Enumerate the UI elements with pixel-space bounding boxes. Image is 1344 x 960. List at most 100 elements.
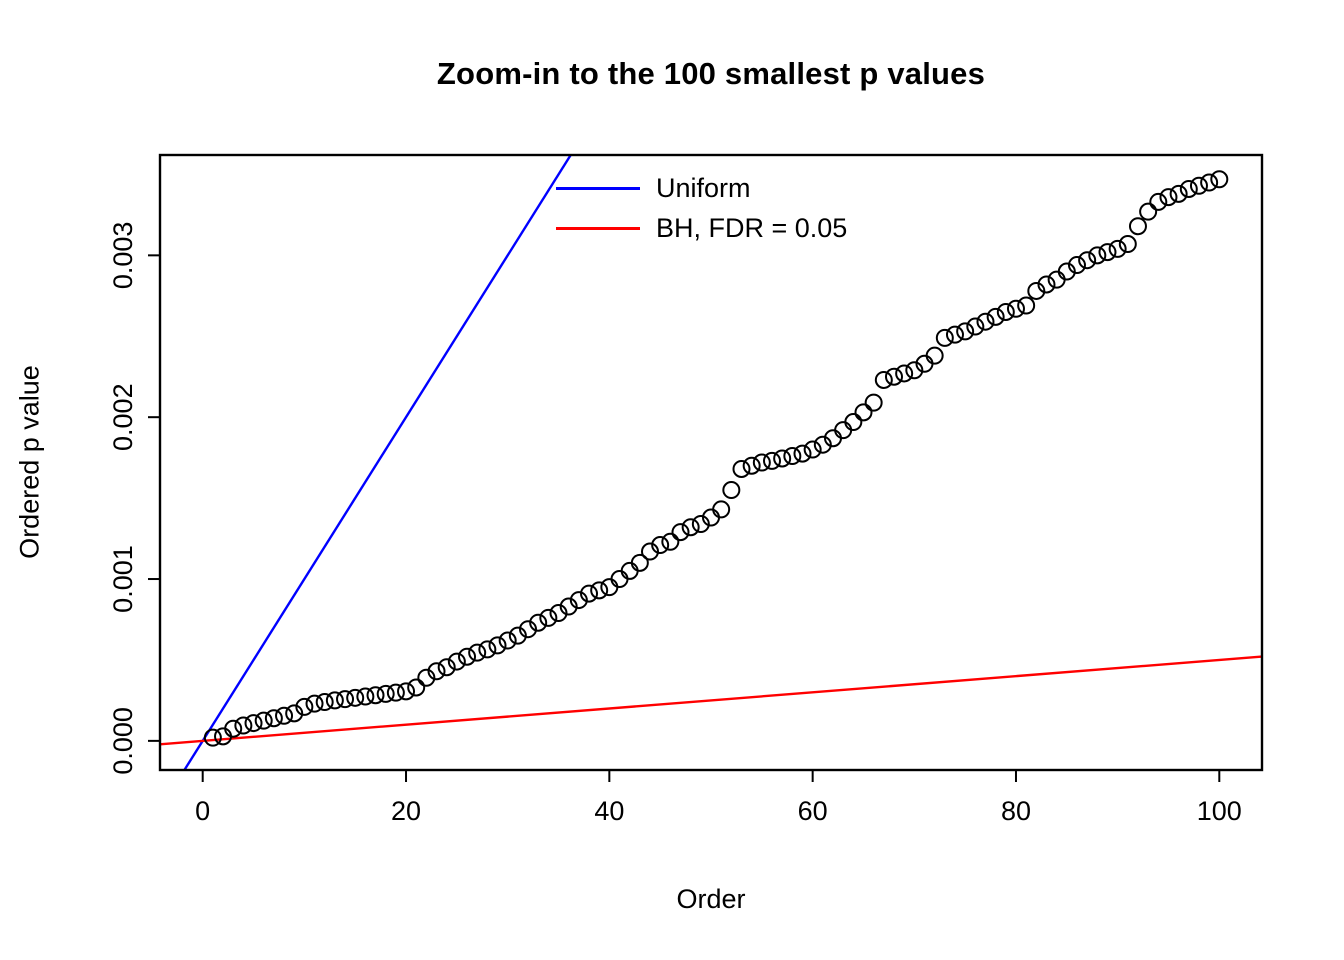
data-point [945,325,964,344]
data-point [356,687,375,706]
data-point [1078,251,1097,270]
data-point [376,684,395,703]
data-point [224,719,243,738]
data-point [1057,262,1076,281]
data-point [1037,275,1056,294]
data-point [844,413,863,432]
legend-line-bh [556,226,640,230]
data-point [488,636,507,655]
data-point [559,597,578,616]
data-point [203,728,222,747]
data-point [651,536,670,555]
data-point [793,444,812,463]
data-point [580,584,599,603]
data-point [630,553,649,572]
data-point [884,367,903,386]
y-tick-label: 0.003 [108,222,138,290]
data-point [417,668,436,687]
x-tick-label: 80 [1001,796,1031,826]
data-point [1088,246,1107,265]
data-point [681,518,700,537]
data-point [874,370,893,389]
data-point [691,515,710,533]
data-point [895,364,914,383]
data-point [620,561,639,580]
data-point [752,453,771,472]
data-point [498,631,517,650]
data-point [519,620,538,639]
legend-line-uniform [556,186,640,190]
data-point [244,714,263,733]
data-point [1200,173,1219,192]
data-point [773,449,792,468]
legend-entry-uniform: Uniform [556,168,847,208]
data-point [905,361,924,380]
legend-label-bh: BH, FDR = 0.05 [656,212,848,243]
data-point [336,690,355,709]
data-point [1169,184,1188,203]
data-point [935,328,954,347]
data-point [1118,235,1137,254]
data-point [976,312,995,331]
legend: Uniform BH, FDR = 0.05 [556,168,847,248]
data-point [1098,243,1117,262]
x-tick-label: 100 [1197,796,1242,826]
data-point [803,440,822,459]
data-point [458,647,477,666]
data-point [264,709,283,728]
data-point [234,716,253,735]
y-tick-label: 0.000 [108,707,138,775]
data-point [1189,176,1208,195]
data-point [1128,217,1147,236]
data-point [1179,179,1198,198]
data-point [295,697,314,716]
data-point [996,302,1015,321]
data-point [925,346,944,365]
data-point [600,578,619,597]
data-point [529,613,548,632]
x-tick-label: 0 [195,796,210,826]
data-point [539,608,558,627]
data-point [1017,296,1036,315]
data-point [1006,299,1025,318]
data-point [1149,192,1168,211]
data-point [722,481,741,500]
data-point [864,393,883,412]
legend-entry-bh: BH, FDR = 0.05 [556,208,847,248]
data-point [610,570,629,589]
data-point [641,542,660,561]
reference-line-bh [159,655,1263,746]
data-point [508,626,527,645]
data-point [346,688,365,707]
data-point [956,322,975,341]
data-point [590,581,609,600]
data-point [813,435,832,454]
data-point [1159,188,1178,207]
x-tick-label: 40 [594,796,624,826]
data-point [254,711,273,730]
data-point [1210,170,1229,189]
data-point [407,678,426,697]
y-tick-label: 0.001 [108,545,138,613]
data-point [427,662,446,681]
y-axis-label: Ordered p value [14,365,45,559]
data-point [742,456,761,475]
data-point [1027,281,1046,300]
x-tick-label: 60 [798,796,828,826]
data-point [1139,202,1158,221]
data-point [661,532,680,551]
data-point [1108,239,1127,258]
data-point [712,500,731,519]
data-point [275,706,294,725]
data-point [671,523,690,542]
data-point [834,421,853,440]
y-tick-label: 0.002 [108,383,138,451]
data-point [783,447,802,466]
x-axis-label: Order [676,884,746,914]
data-point [325,691,344,710]
plot-border [158,153,1264,772]
data-point [437,658,456,677]
data-point [966,317,985,336]
